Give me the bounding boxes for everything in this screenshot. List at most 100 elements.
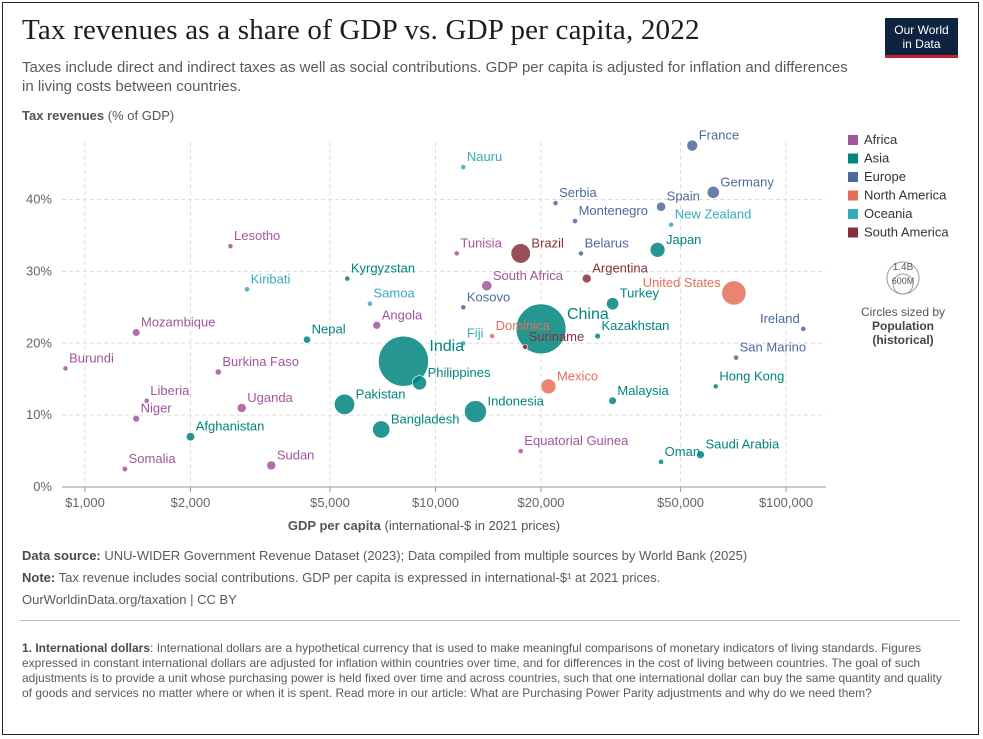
y-axis-label-unit: (% of GDP): [108, 108, 174, 123]
legend-label[interactable]: Africa: [864, 132, 898, 147]
point-brazil[interactable]: [510, 243, 531, 264]
point-germany[interactable]: [706, 185, 720, 199]
point-ireland[interactable]: [800, 325, 807, 332]
point-label: Pakistan: [356, 386, 406, 401]
point-label: Indonesia: [487, 394, 544, 409]
point-argentina[interactable]: [581, 273, 592, 284]
point-south-africa[interactable]: [481, 280, 493, 292]
point-label: Nepal: [312, 322, 346, 337]
point-samoa[interactable]: [367, 300, 373, 307]
point-philippines[interactable]: [412, 375, 427, 391]
point-oman[interactable]: [658, 458, 664, 465]
owid-logo[interactable]: Our World in Data: [885, 18, 958, 58]
point-uganda[interactable]: [236, 403, 247, 413]
footnote-label: 1. International dollars: [22, 641, 151, 655]
y-tick-label: 10%: [26, 407, 52, 422]
point-label: Afghanistan: [196, 419, 265, 434]
footer-note-text: Tax revenue includes social contribution…: [58, 570, 661, 585]
point-burundi[interactable]: [62, 365, 69, 372]
point-nauru[interactable]: [460, 164, 467, 171]
point-sudan[interactable]: [266, 460, 277, 471]
legend-swatch-south-america[interactable]: [848, 227, 858, 238]
point-kosovo[interactable]: [460, 304, 467, 311]
point-san-marino[interactable]: [733, 354, 739, 361]
legend-swatch-north-america[interactable]: [848, 190, 858, 201]
legend-swatch-oceania[interactable]: [848, 209, 858, 219]
point-kyrgyzstan[interactable]: [344, 275, 351, 282]
point-liberia[interactable]: [143, 397, 150, 404]
point-india[interactable]: [378, 335, 429, 387]
point-kiribati[interactable]: [244, 286, 250, 293]
point-dominica[interactable]: [489, 333, 495, 339]
point-mozambique[interactable]: [132, 328, 141, 337]
point-fiji[interactable]: [460, 340, 467, 347]
legend-swatch-africa[interactable]: [848, 135, 858, 145]
point-france[interactable]: [686, 139, 699, 152]
point-pakistan[interactable]: [334, 393, 355, 415]
point-angola[interactable]: [372, 321, 382, 330]
legend-swatch-europe[interactable]: [848, 172, 858, 182]
point-lesotho[interactable]: [227, 243, 234, 250]
point-saudi-arabia[interactable]: [696, 450, 705, 459]
legend-label[interactable]: Oceania: [864, 206, 913, 221]
point-somalia[interactable]: [121, 465, 128, 473]
point-tunisia[interactable]: [453, 250, 460, 257]
point-label: Brazil: [531, 235, 564, 250]
x-axis-label-unit: (international-$ in 2021 prices): [384, 518, 560, 533]
size-legend-caption: Circles sized by: [861, 305, 945, 319]
footer-source-label: Data source:: [22, 548, 101, 563]
point-label: India: [429, 338, 464, 355]
x-axis-label: GDP per capita (international-$ in 2021 …: [288, 518, 560, 533]
point-bangladesh[interactable]: [372, 420, 391, 439]
point-label: Oman: [665, 444, 700, 459]
point-belarus[interactable]: [578, 250, 584, 257]
point-spain[interactable]: [656, 201, 666, 212]
point-label: Argentina: [592, 261, 648, 276]
legend-label[interactable]: South America: [864, 225, 949, 240]
legend-swatch-asia[interactable]: [848, 153, 858, 164]
y-tick-label: 40%: [26, 192, 52, 207]
point-turkey[interactable]: [606, 297, 620, 311]
point-label: Japan: [666, 232, 701, 247]
point-label: Liberia: [150, 383, 190, 398]
point-label: Equatorial Guinea: [524, 433, 629, 448]
point-indonesia[interactable]: [464, 400, 487, 423]
logo-line-1: Our World: [894, 23, 949, 37]
point-niger[interactable]: [132, 415, 140, 423]
point-label: Malaysia: [617, 383, 669, 398]
x-tick-label: $2,000: [171, 495, 211, 510]
legend-label[interactable]: North America: [864, 188, 947, 203]
point-united-states[interactable]: [721, 280, 747, 306]
point-label: New Zealand: [675, 207, 752, 222]
point-serbia[interactable]: [552, 200, 559, 206]
point-label: Tunisia: [460, 235, 502, 250]
point-kazakhstan[interactable]: [594, 332, 601, 340]
size-legend-caption-historical: (historical): [872, 333, 933, 347]
footer-url[interactable]: OurWorldinData.org/taxation | CC BY: [22, 592, 237, 607]
point-afghanistan[interactable]: [185, 432, 196, 442]
point-label: France: [699, 128, 739, 143]
point-china[interactable]: [515, 303, 567, 355]
point-nepal[interactable]: [303, 335, 311, 344]
point-label: Burundi: [69, 350, 114, 365]
point-suriname[interactable]: [522, 343, 528, 350]
point-label: Sudan: [277, 447, 315, 462]
point-burkina-faso[interactable]: [214, 368, 222, 376]
size-legend-big-label: 1.4B: [893, 262, 914, 273]
footnote-divider: [20, 620, 960, 621]
size-legend-small-circle: [892, 273, 914, 295]
point-label: Spain: [667, 189, 700, 204]
chart-subtitle: Taxes include direct and indirect taxes …: [22, 59, 848, 95]
legend-label[interactable]: Europe: [864, 169, 906, 184]
point-new-zealand[interactable]: [668, 221, 675, 228]
point-equatorial-guinea[interactable]: [517, 448, 524, 454]
point-hong-kong[interactable]: [712, 383, 719, 390]
x-tick-label: $5,000: [310, 495, 350, 510]
point-malaysia[interactable]: [608, 396, 617, 405]
point-japan[interactable]: [649, 242, 666, 258]
point-montenegro[interactable]: [572, 218, 578, 224]
point-mexico[interactable]: [540, 378, 557, 395]
legend-label[interactable]: Asia: [864, 151, 890, 166]
size-legend-small-label: 600M: [892, 276, 915, 286]
point-label: Angola: [382, 307, 423, 322]
